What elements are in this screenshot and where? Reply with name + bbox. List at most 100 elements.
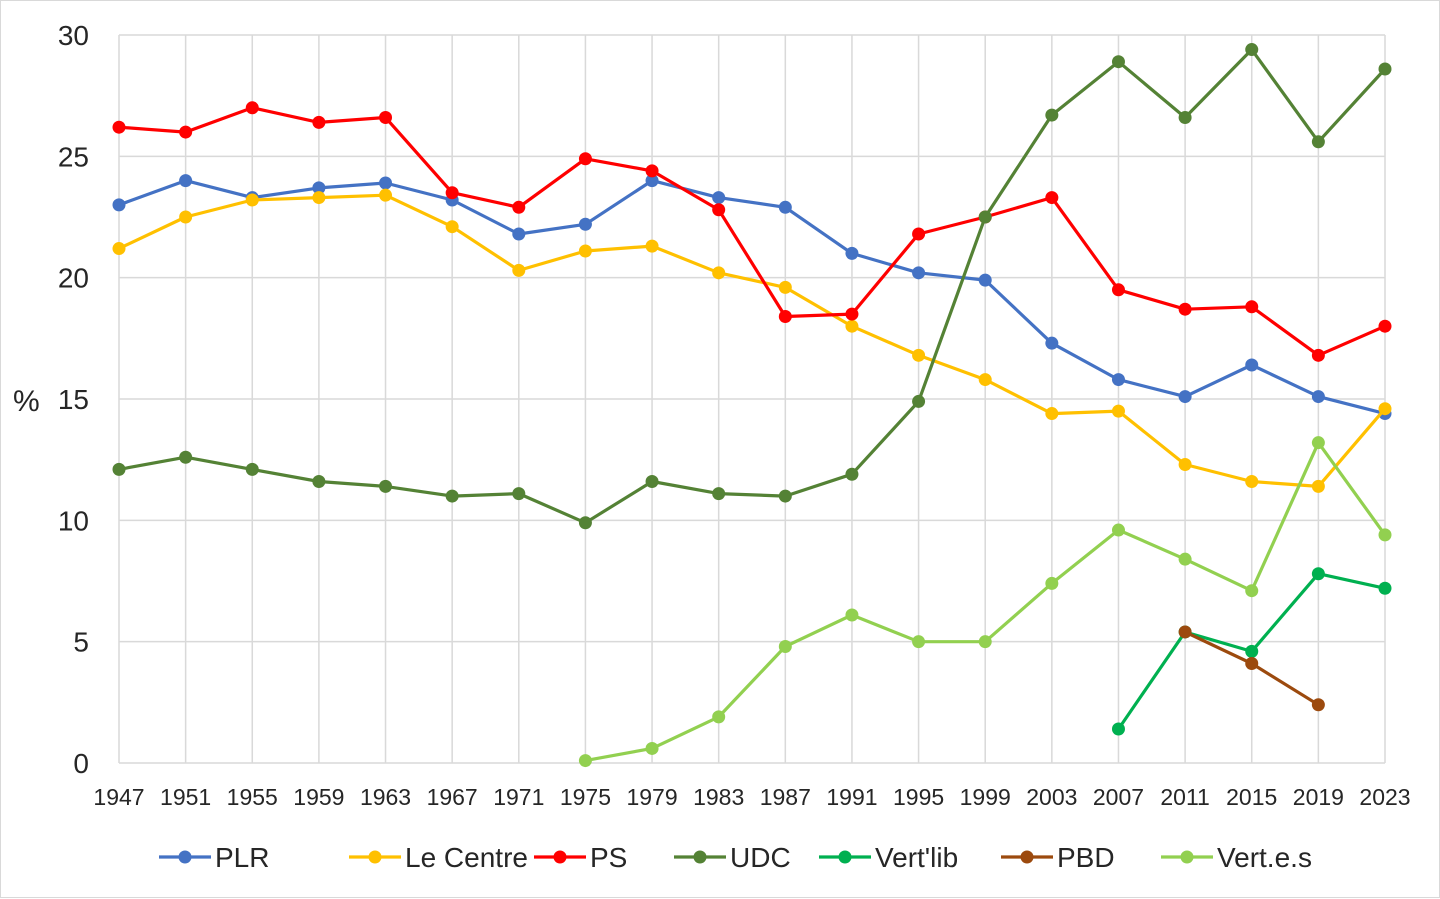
data-point — [112, 242, 126, 256]
data-point — [1111, 283, 1125, 297]
data-point — [1178, 111, 1192, 125]
y-axis: 0 5 10 15 20 25 30 — [58, 20, 89, 779]
series-line — [117, 179, 1387, 416]
data-point — [978, 373, 992, 387]
data-point — [1178, 625, 1192, 639]
y-tick-label: 20 — [58, 263, 89, 294]
legend-swatch-marker — [368, 850, 382, 864]
grid — [118, 34, 1386, 764]
x-tick-label: 1951 — [160, 784, 211, 810]
x-tick-label: 1975 — [560, 784, 611, 810]
data-point — [912, 635, 926, 649]
data-point — [912, 227, 926, 241]
x-tick-label: 1983 — [693, 784, 744, 810]
x-tick-label: 1995 — [893, 784, 944, 810]
data-point — [179, 174, 193, 188]
legend-item: Vert.e.s — [1161, 842, 1312, 873]
data-point — [645, 741, 659, 755]
data-point — [179, 450, 193, 464]
series-1 — [112, 188, 1392, 493]
data-point — [978, 273, 992, 287]
data-point — [1378, 402, 1392, 416]
data-point — [1311, 479, 1325, 493]
data-point — [445, 186, 459, 200]
data-point — [645, 174, 659, 188]
data-point — [912, 394, 926, 408]
data-point — [845, 246, 859, 260]
data-point — [1378, 319, 1392, 333]
data-point — [778, 200, 792, 214]
data-point — [112, 198, 126, 212]
series-0 — [112, 174, 1392, 421]
data-point — [1245, 644, 1259, 658]
series-2 — [112, 101, 1392, 362]
data-point — [912, 348, 926, 362]
data-point — [1311, 348, 1325, 362]
data-point — [1378, 528, 1392, 542]
legend-label: PS — [590, 842, 627, 873]
data-point — [445, 220, 459, 234]
data-point — [1245, 300, 1259, 314]
data-point — [1111, 722, 1125, 736]
series-line — [117, 47, 1387, 525]
legend-item: Vert'lib — [819, 842, 958, 873]
data-point — [1178, 302, 1192, 316]
data-point — [845, 307, 859, 321]
x-tick-label: 2023 — [1359, 784, 1410, 810]
x-tick-label: 1979 — [626, 784, 677, 810]
series-3 — [112, 43, 1392, 530]
data-point — [712, 710, 726, 724]
data-point — [1178, 458, 1192, 472]
data-point — [845, 467, 859, 481]
data-point — [512, 263, 526, 277]
data-point — [778, 489, 792, 503]
data-point — [1111, 404, 1125, 418]
data-point — [1378, 581, 1392, 595]
data-point — [245, 193, 259, 207]
x-axis: 1947 1951 1955 1959 1963 1967 1971 1975 1979 1983… — [93, 784, 1410, 810]
legend-item: PS — [534, 842, 627, 873]
x-tick-label: 2007 — [1093, 784, 1144, 810]
data-point — [778, 640, 792, 654]
x-tick-label: 1947 — [93, 784, 144, 810]
data-point — [112, 120, 126, 134]
data-point — [578, 516, 592, 530]
data-point — [1111, 373, 1125, 387]
data-point — [845, 608, 859, 622]
data-point — [912, 266, 926, 280]
data-point — [1245, 358, 1259, 372]
y-tick-label: 5 — [73, 627, 89, 658]
y-axis-title: % — [13, 385, 40, 418]
legend-swatch-marker — [693, 850, 707, 864]
y-tick-label: 15 — [58, 384, 89, 415]
legend: PLR Le Centre PS UDC Vert'lib PBD Vert.e.s — [159, 842, 1312, 873]
data-point — [245, 101, 259, 115]
data-point — [1311, 135, 1325, 149]
legend-swatch-marker — [838, 850, 852, 864]
x-tick-label: 2011 — [1160, 784, 1209, 810]
data-point — [1245, 584, 1259, 598]
data-point — [1111, 523, 1125, 537]
y-tick-label: 30 — [58, 20, 89, 51]
legend-item: UDC — [674, 842, 791, 873]
x-tick-label: 2003 — [1026, 784, 1077, 810]
data-point — [645, 164, 659, 178]
series-line — [117, 193, 1387, 488]
data-point — [1311, 390, 1325, 404]
x-tick-label: 1991 — [826, 784, 877, 810]
data-point — [1045, 191, 1059, 205]
data-point — [1311, 436, 1325, 450]
legend-label: Vert'lib — [875, 842, 958, 873]
data-point — [578, 152, 592, 166]
legend-label: PLR — [215, 842, 269, 873]
data-point — [1311, 567, 1325, 581]
series-6 — [578, 436, 1392, 768]
data-point — [578, 244, 592, 258]
x-tick-label: 1987 — [760, 784, 811, 810]
legend-label: PBD — [1057, 842, 1115, 873]
x-tick-label: 1967 — [427, 784, 478, 810]
data-point — [112, 462, 126, 476]
series-5 — [1178, 625, 1325, 712]
